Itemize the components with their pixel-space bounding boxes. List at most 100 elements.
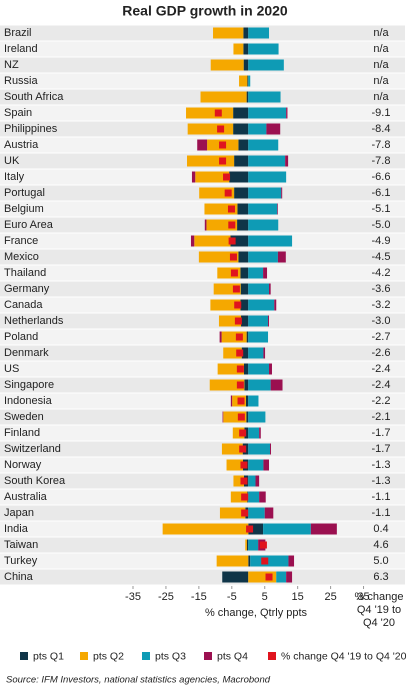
- x-tick-label: -5: [227, 591, 237, 603]
- bar-segment: [197, 139, 208, 151]
- value-label: 4.6: [373, 539, 388, 551]
- change-marker: [265, 573, 273, 581]
- value-label: 5.0: [373, 555, 388, 567]
- row-stripe: [0, 281, 405, 297]
- row-stripe: [0, 25, 405, 41]
- bar-segment: [246, 91, 249, 103]
- bar-segment: [286, 107, 288, 119]
- bar-segment: [263, 459, 270, 471]
- bar-segment: [248, 171, 287, 183]
- change-marker: [241, 493, 249, 501]
- bar-segment: [274, 299, 277, 311]
- category-label: Belgium: [4, 203, 44, 215]
- category-label: Thailand: [4, 267, 46, 279]
- bar-segment: [248, 555, 251, 567]
- bar-segment: [200, 91, 247, 103]
- bar-segment: [248, 571, 277, 583]
- change-marker: [230, 269, 238, 277]
- legend-swatch: [80, 652, 88, 660]
- bar-segment: [246, 331, 249, 343]
- bar-segment: [248, 347, 264, 359]
- bar-segment: [248, 187, 282, 199]
- bar-segment: [217, 267, 241, 279]
- bar-segment: [288, 555, 295, 567]
- bar-segment: [206, 219, 238, 231]
- value-label: n/a: [373, 91, 389, 103]
- row-stripe: [0, 361, 405, 377]
- bar-segment: [248, 75, 251, 87]
- bar-segment: [248, 379, 271, 391]
- x-tick-label: -15: [191, 591, 207, 603]
- bar-segment: [248, 123, 267, 135]
- x-tick-label: 25: [324, 591, 336, 603]
- change-marker: [259, 541, 267, 549]
- category-label: Taiwan: [4, 539, 38, 551]
- bar-segment: [248, 411, 266, 423]
- bar-segment: [269, 283, 271, 295]
- bar-segment: [204, 219, 207, 231]
- category-label: Australia: [4, 491, 48, 503]
- bar-segment: [248, 523, 264, 535]
- bar-segment: [233, 123, 249, 135]
- change-marker: [219, 141, 227, 149]
- change-marker: [236, 381, 244, 389]
- category-label: Euro Area: [4, 219, 54, 231]
- bar-segment: [248, 219, 279, 231]
- category-label: France: [4, 235, 38, 247]
- legend-swatch: [142, 652, 150, 660]
- row-stripe: [0, 489, 405, 505]
- value-label: -2.6: [372, 347, 391, 359]
- bar-segment: [222, 571, 249, 583]
- row-stripe: [0, 217, 405, 233]
- row-stripe: [0, 265, 405, 281]
- category-label: Germany: [4, 283, 50, 295]
- bar-segment: [264, 507, 274, 519]
- bar-segment: [237, 219, 249, 231]
- bar-segment: [233, 475, 244, 487]
- legend-label: pts Q4: [217, 650, 248, 662]
- change-marker: [224, 189, 232, 197]
- x-tick-label: -25: [158, 591, 174, 603]
- bar-segment: [248, 155, 286, 167]
- change-marker: [234, 301, 242, 309]
- legend-swatch: [268, 652, 276, 660]
- value-label: -3.0: [372, 315, 391, 327]
- bar-segment: [246, 411, 249, 423]
- bar-segment: [233, 107, 249, 119]
- bar-segment: [248, 443, 271, 455]
- category-label: Norway: [4, 459, 42, 471]
- category-label: South Africa: [4, 91, 64, 103]
- change-marker: [232, 285, 240, 293]
- bar-segment: [240, 299, 249, 311]
- bar-segment: [198, 251, 239, 263]
- bar-segment: [230, 395, 233, 407]
- bar-segment: [219, 331, 222, 343]
- bar-segment: [243, 363, 249, 375]
- value-label: n/a: [373, 59, 389, 71]
- bar-segment: [213, 283, 241, 295]
- legend-swatch: [20, 652, 28, 660]
- value-label: -2.4: [372, 363, 391, 375]
- bar-segment: [199, 187, 235, 199]
- category-label: Singapore: [4, 379, 54, 391]
- change-marker: [246, 525, 254, 533]
- bar-segment: [248, 507, 265, 519]
- change-marker: [219, 157, 227, 165]
- value-label: -5.0: [372, 219, 391, 231]
- bar-segment: [263, 267, 268, 279]
- bar-segment: [248, 459, 264, 471]
- bar-segment: [241, 315, 249, 327]
- value-label: -4.9: [372, 235, 391, 247]
- row-stripe: [0, 73, 405, 89]
- row-stripe: [0, 57, 405, 73]
- legend-label: % change Q4 '19 to Q4 '20: [281, 650, 407, 662]
- bar-segment: [248, 203, 278, 215]
- value-label: n/a: [373, 27, 389, 39]
- category-label: Italy: [4, 171, 25, 183]
- bar-segment: [248, 475, 256, 487]
- row-stripe: [0, 345, 405, 361]
- change-marker: [237, 413, 245, 421]
- change-marker: [236, 365, 244, 373]
- category-label: Ireland: [4, 43, 38, 55]
- bar-segment: [229, 171, 249, 183]
